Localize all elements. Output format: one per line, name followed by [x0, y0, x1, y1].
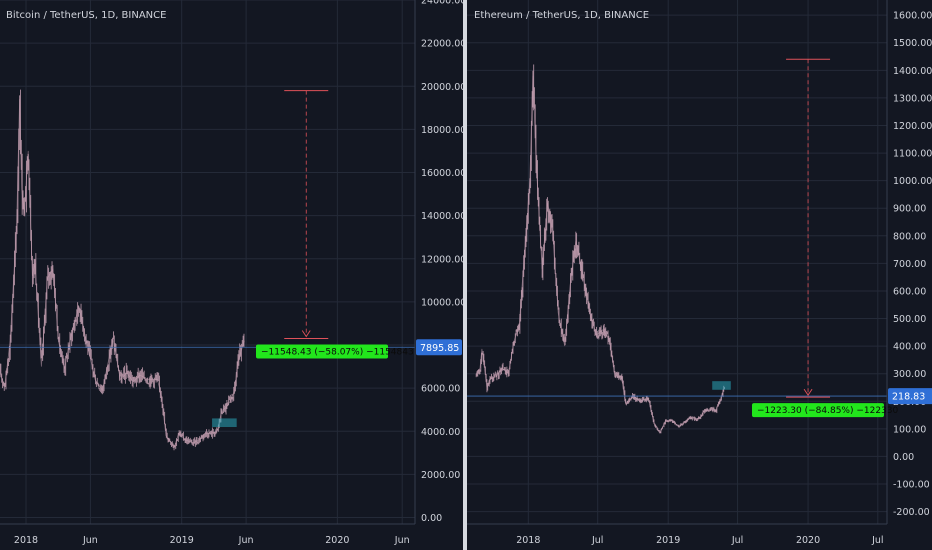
y-tick-label: 22000.00 — [421, 39, 466, 50]
current-price-tag — [888, 388, 932, 405]
x-tick-label: 2019 — [170, 535, 194, 546]
y-tick-label: 14000.00 — [421, 211, 466, 222]
y-tick-label: -200.00 — [893, 507, 930, 518]
eth-panel[interactable]: −1223.30 (−84.85%) −122330 -200.00 -100.0… — [467, 0, 932, 546]
last-price-marker — [212, 418, 237, 428]
y-tick-label: 12000.00 — [421, 254, 466, 265]
btc-overlay: −11548.43 (−58.07%) −1154843 — [0, 90, 415, 428]
y-tick-label: 0.00 — [421, 513, 442, 524]
btc-y-axis[interactable]: 0.002000.004000.006000.008000.0010000.00… — [416, 0, 466, 524]
x-tick-label: 2020 — [796, 535, 820, 546]
y-tick-label: 1400.00 — [893, 66, 932, 77]
measure-arrow-head — [803, 388, 813, 396]
y-tick-label: -100.00 — [893, 480, 930, 491]
price-series-line — [0, 99, 245, 448]
eth-y-axis[interactable]: -200.00-100.000.00100.00200.00300.00400.… — [888, 11, 932, 518]
y-tick-label: 24000.00 — [421, 0, 466, 7]
eth-x-axis[interactable]: 2018 Jul 2019 Jul 2020 Jul — [516, 535, 883, 546]
measure-arrow-head — [301, 330, 311, 338]
btc-chart-title: Bitcoin / TetherUS, 1D, BINANCE — [6, 10, 166, 21]
y-tick-label: 1600.00 — [893, 11, 932, 22]
measure-label: −11548.43 (−58.07%) −1154843 — [261, 348, 414, 358]
eth-overlay: −1223.30 (−84.85%) −122330 — [467, 58, 899, 418]
btc-panel[interactable]: −11548.43 (−58.07%) −1154843 0.00 2000.00… — [0, 0, 466, 546]
y-tick-label: 18000.00 — [421, 125, 466, 136]
y-tick-label: 10000.00 — [421, 297, 466, 308]
measure-label-box — [752, 403, 884, 418]
price-series-line — [475, 75, 725, 434]
btc-grid — [0, 0, 415, 524]
y-tick-label: 800.00 — [893, 231, 926, 242]
x-tick-label: Jul — [731, 535, 743, 546]
x-tick-label: 2018 — [14, 535, 38, 546]
current-price-tag-label: 7895.85 — [420, 343, 459, 354]
y-tick-label: 6000.00 — [421, 384, 460, 395]
panel-divider[interactable] — [463, 0, 467, 550]
x-tick-label: 2019 — [656, 535, 680, 546]
y-tick-label: 400.00 — [893, 342, 926, 353]
y-tick-label: 100.00 — [893, 424, 926, 435]
current-price-tag-label: 218.83 — [892, 392, 925, 403]
y-tick-label: 4000.00 — [421, 427, 460, 438]
y-tick-label: 300.00 — [893, 369, 926, 380]
y-tick-label: 1000.00 — [893, 176, 932, 187]
y-tick-label: 16000.00 — [421, 168, 466, 179]
measure-label: −1223.30 (−84.85%) −122330 — [757, 406, 899, 416]
eth-chart-title: Ethereum / TetherUS, 1D, BINANCE — [474, 10, 649, 21]
y-tick-label: 900.00 — [893, 204, 926, 215]
y-tick-label: 1300.00 — [893, 93, 932, 104]
y-tick-label: 1500.00 — [893, 38, 932, 49]
eth-series — [475, 64, 725, 434]
y-tick-label: 20000.00 — [421, 82, 466, 93]
x-tick-label: Jul — [591, 535, 603, 546]
y-tick-label: 1200.00 — [893, 121, 932, 132]
x-tick-label: 2018 — [516, 535, 540, 546]
x-tick-label: Jun — [394, 535, 410, 546]
x-tick-label: Jul — [871, 535, 883, 546]
eth-grid — [467, 0, 887, 524]
y-tick-label: 2000.00 — [421, 470, 460, 481]
x-tick-label: 2020 — [325, 535, 349, 546]
y-tick-label: 0.00 — [893, 452, 914, 463]
last-price-marker — [712, 381, 731, 390]
y-tick-label: 500.00 — [893, 314, 926, 325]
x-tick-label: Jun — [82, 535, 98, 546]
current-price-tag — [416, 339, 462, 356]
measure-label-box — [256, 344, 388, 359]
y-tick-label: 600.00 — [893, 286, 926, 297]
x-tick-label: Jun — [238, 535, 254, 546]
btc-x-axis[interactable]: 2018 Jun 2019 Jun 2020 Jun — [14, 535, 410, 546]
y-tick-label: 700.00 — [893, 259, 926, 270]
y-tick-label: 1100.00 — [893, 149, 932, 160]
